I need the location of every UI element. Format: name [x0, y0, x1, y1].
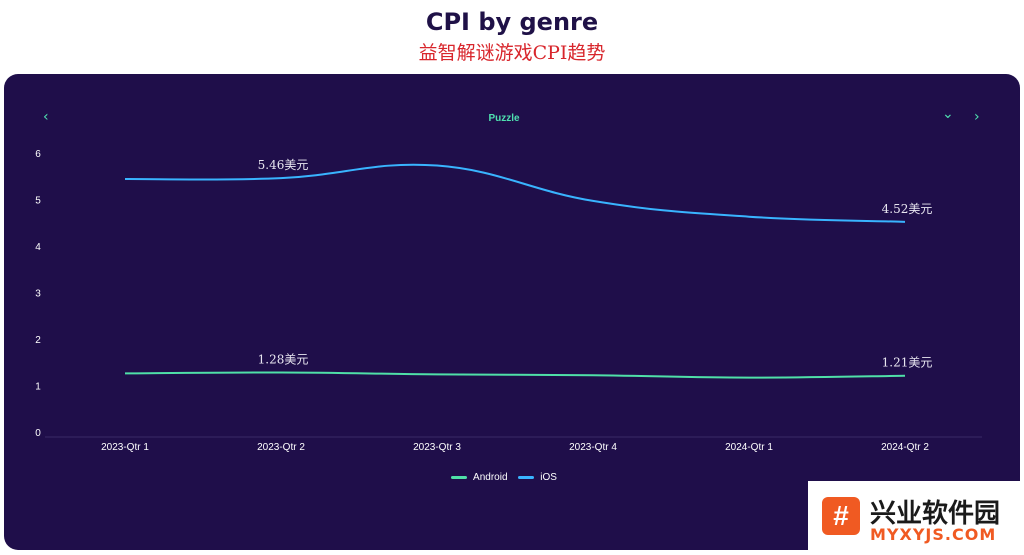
- next-arrow-icon[interactable]: ›: [974, 109, 980, 125]
- chart-title: CPI by genre: [425, 8, 599, 36]
- series-line-ios[interactable]: [124, 163, 906, 223]
- legend-label-ios: iOS: [540, 472, 557, 483]
- y-axis: 0 1 2 3 4 5 6: [35, 149, 41, 439]
- legend-swatch-android: [451, 476, 468, 479]
- x-tick-label: 2023-Qtr 4: [569, 442, 617, 453]
- legend-item-android[interactable]: Android: [451, 472, 508, 483]
- y-tick-label: 1: [35, 382, 41, 393]
- watermark-logo-icon: #: [822, 497, 860, 535]
- watermark-cn-text: 兴业软件园: [870, 499, 1001, 529]
- x-tick-label: 2023-Qtr 1: [101, 442, 149, 453]
- watermark: # 兴业软件园 MYXYJS.COM: [808, 481, 1024, 555]
- x-tick-label: 2024-Qtr 2: [881, 442, 929, 453]
- legend-swatch-ios: [518, 476, 535, 479]
- y-tick-label: 2: [35, 335, 41, 346]
- data-label: 5.46美元: [258, 158, 309, 172]
- y-tick-label: 6: [35, 149, 41, 160]
- chart-panel: [4, 74, 1020, 550]
- chevron-down-icon[interactable]: ⌄: [942, 106, 954, 122]
- y-tick-label: 0: [35, 428, 41, 439]
- legend: Android iOS: [0, 471, 1008, 483]
- data-labels: 1.28美元 1.21美元 5.46美元 4.52美元: [258, 158, 933, 370]
- x-tick-label: 2024-Qtr 1: [725, 442, 773, 453]
- x-tick-label: 2023-Qtr 2: [257, 442, 305, 453]
- legend-label-android: Android: [473, 472, 508, 483]
- series-lines: [124, 163, 906, 379]
- x-tick-label: 2023-Qtr 3: [413, 442, 461, 453]
- y-tick-label: 4: [35, 242, 41, 253]
- legend-item-ios[interactable]: iOS: [518, 472, 557, 483]
- data-label: 1.28美元: [258, 352, 309, 366]
- genre-label: Puzzle: [488, 113, 520, 124]
- series-line-android[interactable]: [124, 371, 906, 379]
- y-tick-label: 3: [35, 289, 41, 300]
- data-label: 1.21美元: [882, 356, 933, 370]
- watermark-en-text: MYXYJS.COM: [870, 525, 997, 544]
- prev-arrow-icon[interactable]: ‹: [43, 109, 49, 125]
- chart-subtitle: 益智解谜游戏CPI趋势: [418, 42, 606, 64]
- data-label: 4.52美元: [882, 202, 933, 216]
- y-tick-label: 5: [35, 196, 41, 207]
- x-axis: 2023-Qtr 1 2023-Qtr 2 2023-Qtr 3 2023-Qtr 4…: [45, 436, 982, 453]
